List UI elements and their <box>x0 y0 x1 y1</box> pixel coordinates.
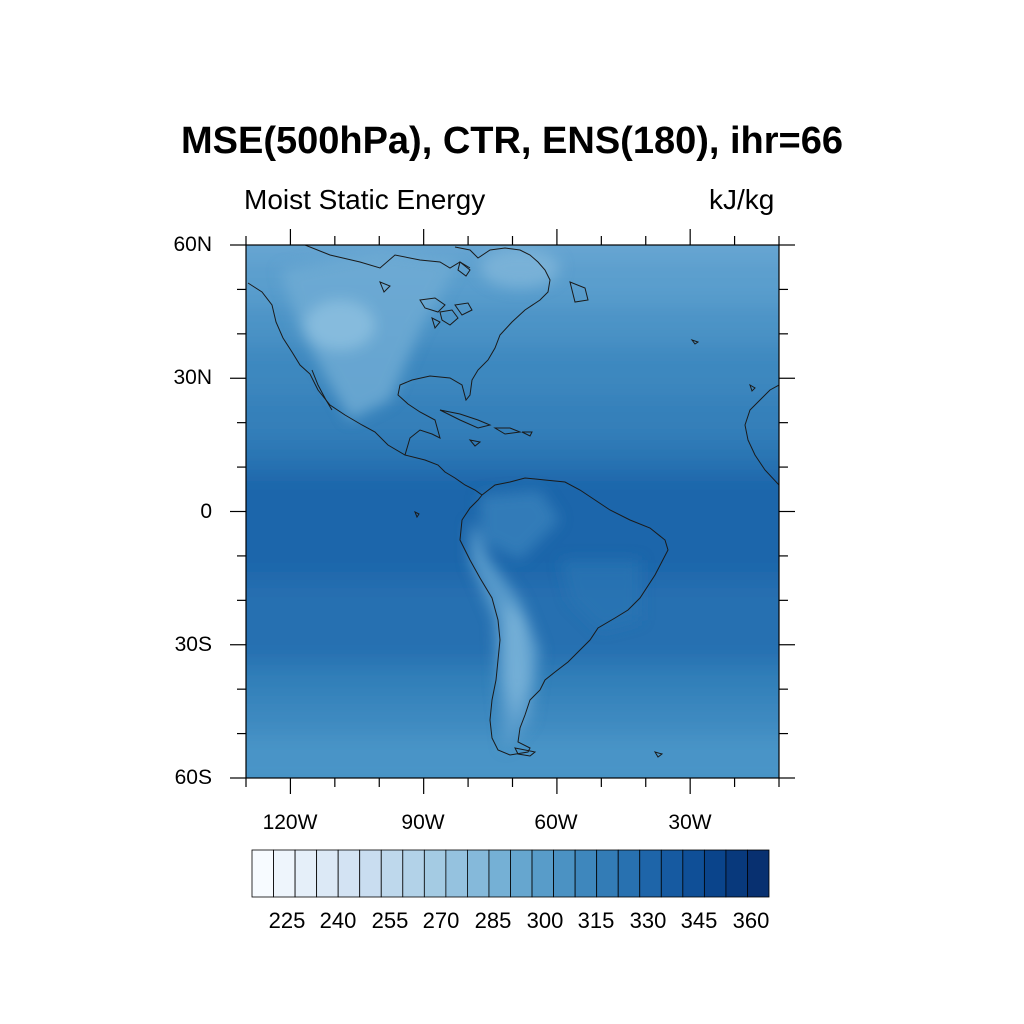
colorbar-label: 345 <box>680 908 718 933</box>
colorbar-swatch <box>725 849 748 898</box>
colorbar-swatch <box>703 849 727 898</box>
colorbar-swatch <box>596 849 619 898</box>
colorbar-swatch <box>531 849 554 898</box>
colorbar-label: 300 <box>526 908 564 933</box>
lon-label-120w: 120W <box>262 811 318 834</box>
colorbar-swatch <box>617 849 641 898</box>
units-label: kJ/kg <box>709 184 775 215</box>
colorbar-swatch <box>747 849 770 898</box>
colorbar-label: 240 <box>319 908 357 933</box>
lat-label-60n: 60N <box>173 233 212 256</box>
colorbar-label: 270 <box>422 908 460 933</box>
colorbar <box>251 849 770 898</box>
colorbar-swatch <box>294 849 318 898</box>
colorbar-swatch <box>337 849 361 898</box>
mse-field <box>246 245 779 778</box>
colorbar-label: 330 <box>629 908 667 933</box>
colorbar-swatch <box>359 849 382 898</box>
colorbar-swatch <box>445 849 468 898</box>
lat-label-30n: 30N <box>173 366 212 389</box>
lat-label-eq: 0 <box>200 500 212 523</box>
colorbar-label: 225 <box>268 908 306 933</box>
colorbar-swatch <box>316 849 339 898</box>
colorbar-swatch <box>574 849 598 898</box>
colorbar-label: 285 <box>474 908 512 933</box>
lon-label-30w: 30W <box>668 811 712 834</box>
colorbar-label: 315 <box>577 908 615 933</box>
lat-label-60s: 60S <box>174 766 212 789</box>
lon-label-90w: 90W <box>401 811 445 834</box>
colorbar-swatch <box>402 849 425 898</box>
lon-label-60w: 60W <box>534 811 578 834</box>
colorbar-swatch <box>510 849 533 898</box>
lat-label-30s: 30S <box>174 633 212 656</box>
colorbar-swatch <box>273 849 296 898</box>
colorbar-swatch <box>639 849 662 898</box>
axis-ticks <box>230 229 795 794</box>
colorbar-label: 255 <box>371 908 409 933</box>
colorbar-swatch <box>423 849 447 898</box>
colorbar-swatch <box>467 849 490 898</box>
colorbar-swatch <box>251 849 274 898</box>
colorbar-swatch <box>553 849 576 898</box>
colorbar-swatch <box>660 849 684 898</box>
map-title: MSE(500hPa), CTR, ENS(180), ihr=66 <box>180 120 844 162</box>
colorbar-swatch <box>488 849 511 898</box>
colorbar-swatch <box>682 849 705 898</box>
coastlines <box>247 245 779 758</box>
variable-name: Moist Static Energy <box>244 184 486 215</box>
colorbar-label: 360 <box>732 908 770 933</box>
colorbar-swatch <box>380 849 404 898</box>
